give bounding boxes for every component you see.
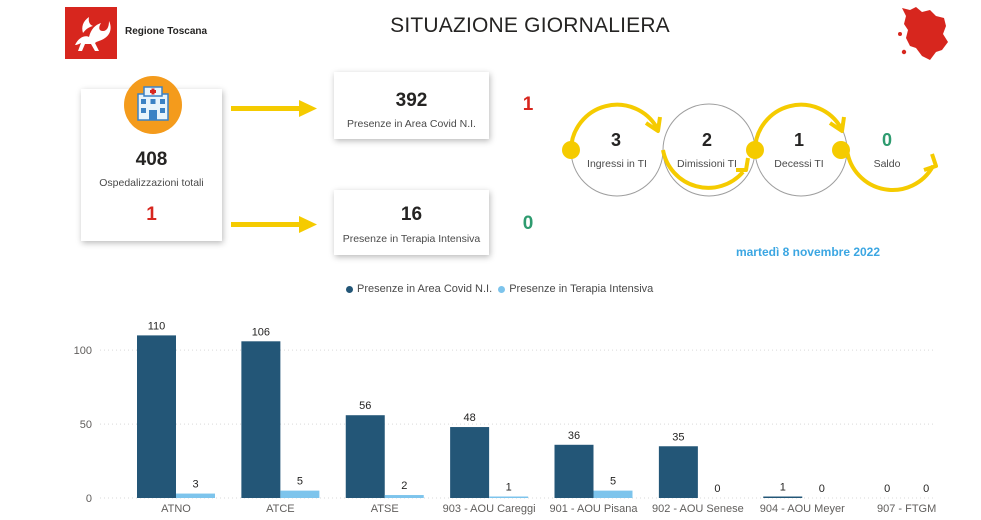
data-label: 48 — [464, 412, 476, 424]
bar-ti[interactable] — [593, 490, 633, 498]
bar-covid[interactable] — [554, 444, 594, 498]
ingressi-ti-value: 3 — [610, 130, 621, 150]
x-tick-label: ATNO — [161, 503, 191, 515]
data-label: 0 — [714, 483, 720, 495]
page-title: SITUAZIONE GIORNALIERA — [390, 14, 670, 37]
data-label: 35 — [672, 431, 684, 443]
legend-marker-ti — [498, 285, 506, 293]
x-tick-label: 904 - AOU Meyer — [760, 503, 845, 515]
data-label: 56 — [359, 400, 371, 412]
data-label: 0 — [884, 483, 890, 495]
chart-legend: Presenze in Area Covid N.I. Presenze in … — [346, 283, 656, 296]
logo-text: Regione Toscana — [125, 26, 208, 37]
y-tick-label: 100 — [74, 345, 92, 357]
total-delta: 1 — [146, 204, 157, 225]
intensive-care-card: 16 Presenze in Terapia Intensiva — [334, 190, 489, 255]
ti-flow-diagram: 3 Ingressi in TI 2 Dimissioni TI 1 Deces… — [558, 100, 948, 200]
report-date: martedì 8 novembre 2022 — [735, 245, 881, 259]
legend-label-ti: Presenze in Terapia Intensiva — [509, 283, 654, 295]
data-label: 106 — [252, 326, 270, 338]
covid-value: 392 — [395, 90, 428, 111]
data-label: 110 — [148, 320, 166, 332]
bar-covid[interactable] — [345, 415, 385, 498]
bar-ti[interactable] — [176, 493, 215, 498]
data-label: 3 — [192, 479, 198, 491]
x-tick-label: 902 - AOU Senese — [652, 503, 744, 515]
total-label: Ospedalizzazioni totali — [99, 177, 204, 189]
y-tick-label: 0 — [86, 493, 92, 505]
decessi-ti-value: 1 — [793, 130, 804, 150]
y-tick-label: 50 — [80, 419, 92, 431]
arrow-right-icon — [231, 216, 317, 233]
bar-covid[interactable] — [658, 446, 698, 498]
legend-label-covid: Presenze in Area Covid N.I. — [357, 283, 493, 295]
legend-marker-covid — [346, 285, 353, 293]
legend-item-covid[interactable]: Presenze in Area Covid N.I. — [346, 283, 492, 295]
bar-ti[interactable] — [280, 490, 320, 498]
data-label: 0 — [819, 483, 825, 495]
dimissioni-ti-label: Dimissioni TI — [677, 158, 737, 170]
data-label: 0 — [923, 483, 929, 495]
data-label: 2 — [401, 480, 407, 492]
x-tick-label: 901 - AOU Pisana — [549, 503, 638, 515]
legend-item-ti[interactable]: Presenze in Terapia Intensiva — [498, 283, 653, 295]
pegasus-icon — [75, 17, 111, 51]
data-label: 5 — [610, 476, 616, 488]
x-tick-label: ATCE — [266, 503, 295, 515]
data-label: 1 — [780, 482, 786, 494]
ti-value: 16 — [400, 204, 423, 225]
total-value: 408 — [135, 149, 168, 170]
saldo-value: 0 — [881, 130, 892, 150]
ti-flow-circles — [562, 102, 938, 197]
ti-label: Presenze in Terapia Intensiva — [342, 233, 481, 245]
x-tick-label: ATSE — [371, 503, 399, 515]
data-label: 5 — [297, 476, 303, 488]
bar-covid[interactable] — [241, 341, 281, 498]
x-tick-label: 907 - FTGM — [877, 503, 936, 515]
regione-toscana-logo — [65, 7, 117, 59]
data-label: 1 — [506, 482, 512, 494]
arrow-right-icon — [231, 100, 317, 117]
bar-covid[interactable] — [763, 496, 803, 498]
x-tick-label: 903 - AOU Careggi — [443, 503, 536, 515]
bar-ti[interactable] — [489, 496, 529, 498]
bar-ti[interactable] — [384, 495, 424, 498]
tuscany-map-icon — [898, 7, 948, 60]
ingressi-ti-label: Ingressi in TI — [587, 158, 647, 170]
bar-covid[interactable] — [137, 335, 176, 498]
covid-area-card: 392 Presenze in Area Covid N.I. — [334, 72, 489, 139]
covid-label: Presenze in Area Covid N.I. — [347, 118, 476, 130]
ti-delta: 0 — [522, 213, 534, 234]
hospital-icon — [124, 76, 182, 134]
saldo-label: Saldo — [873, 158, 901, 170]
dimissioni-ti-value: 2 — [701, 130, 712, 150]
covid-delta: 1 — [522, 94, 534, 115]
bar-covid[interactable] — [450, 427, 490, 498]
data-label: 36 — [568, 430, 580, 442]
decessi-ti-label: Decessi TI — [774, 158, 824, 170]
